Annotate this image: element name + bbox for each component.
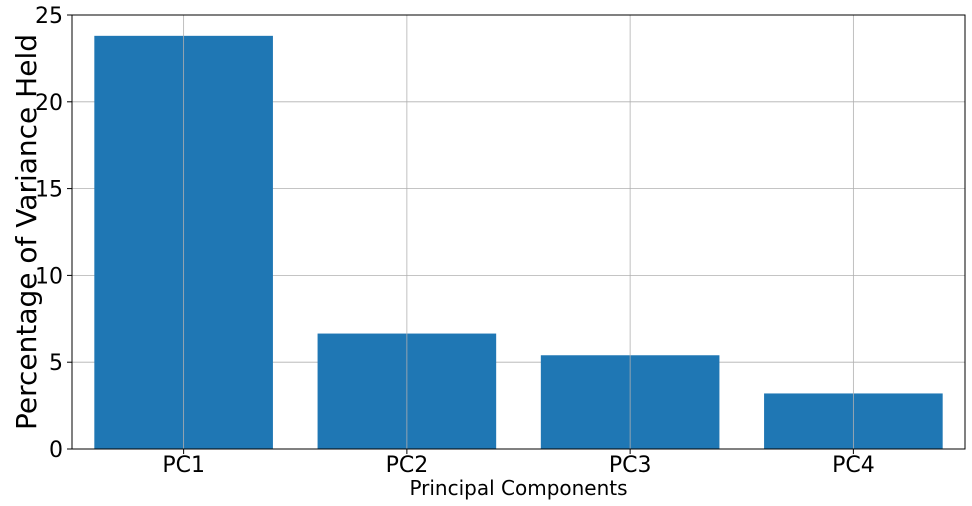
x-tick-label: PC1 — [162, 453, 205, 478]
y-tick-label: 10 — [35, 264, 63, 289]
y-tick-label: 5 — [49, 351, 63, 376]
y-axis-title: Percentage of Variance Held — [10, 34, 43, 430]
vertical-grid-lines — [183, 15, 854, 449]
ticks: 0 5 10 15 20 25 PC1 PC2 PC3 PC4 — [35, 4, 875, 478]
x-tick-label: PC4 — [832, 453, 875, 478]
x-axis-title: Principal Components — [409, 476, 627, 500]
y-tick-label: 20 — [35, 91, 63, 116]
y-tick-label: 15 — [35, 178, 63, 203]
plot-frame — [71, 14, 966, 450]
y-tick-label: 0 — [49, 438, 63, 463]
y-tick-label: 25 — [35, 4, 63, 29]
x-tick-label: PC3 — [609, 453, 652, 478]
x-tick-label: PC2 — [386, 453, 429, 478]
